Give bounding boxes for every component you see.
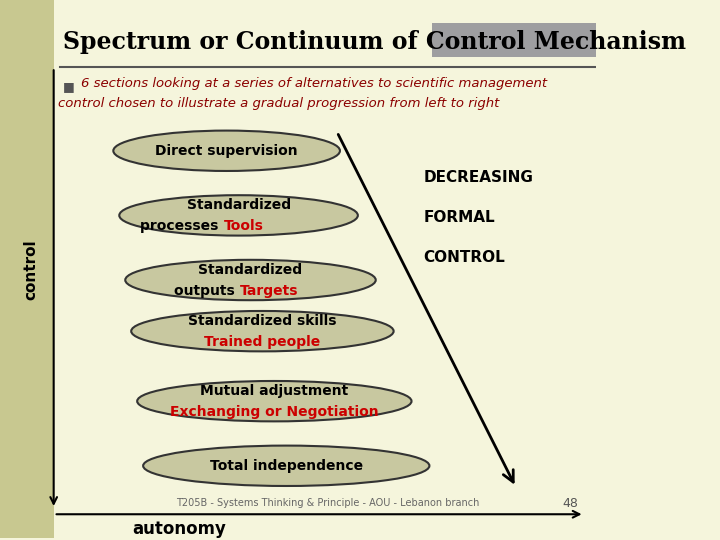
Ellipse shape xyxy=(125,260,376,300)
Ellipse shape xyxy=(131,311,394,352)
Text: autonomy: autonomy xyxy=(132,520,226,538)
Text: T205B - Systems Thinking & Principle - AOU - Lebanon branch: T205B - Systems Thinking & Principle - A… xyxy=(176,498,480,509)
Text: ■: ■ xyxy=(63,80,74,93)
Text: Total independence: Total independence xyxy=(210,459,363,473)
Text: Spectrum or Continuum of Control Mechanism: Spectrum or Continuum of Control Mechani… xyxy=(63,30,685,53)
Text: FORMAL: FORMAL xyxy=(423,210,495,225)
Ellipse shape xyxy=(120,195,358,235)
Text: Standardized: Standardized xyxy=(186,198,291,212)
Text: Targets: Targets xyxy=(240,284,298,298)
Text: Standardized: Standardized xyxy=(199,263,302,277)
Text: Tools: Tools xyxy=(224,219,264,233)
Text: Direct supervision: Direct supervision xyxy=(156,144,298,158)
Text: control: control xyxy=(24,239,38,300)
Text: 6 sections looking at a series of alternatives to scientific management: 6 sections looking at a series of altern… xyxy=(81,77,546,90)
Text: processes: processes xyxy=(140,219,224,233)
Text: DECREASING: DECREASING xyxy=(423,170,534,185)
Text: Trained people: Trained people xyxy=(204,335,320,349)
Text: Mutual adjustment: Mutual adjustment xyxy=(200,384,348,398)
Text: control chosen to illustrate a gradual progression from left to right: control chosen to illustrate a gradual p… xyxy=(58,97,500,110)
FancyBboxPatch shape xyxy=(0,0,54,538)
Ellipse shape xyxy=(113,131,340,171)
Text: Standardized skills: Standardized skills xyxy=(188,314,337,328)
Text: outputs: outputs xyxy=(174,284,240,298)
FancyBboxPatch shape xyxy=(433,23,596,57)
Ellipse shape xyxy=(143,446,429,486)
Text: CONTROL: CONTROL xyxy=(423,251,505,265)
Text: 48: 48 xyxy=(562,497,578,510)
Ellipse shape xyxy=(138,381,412,421)
Text: Exchanging or Negotiation: Exchanging or Negotiation xyxy=(170,405,379,419)
